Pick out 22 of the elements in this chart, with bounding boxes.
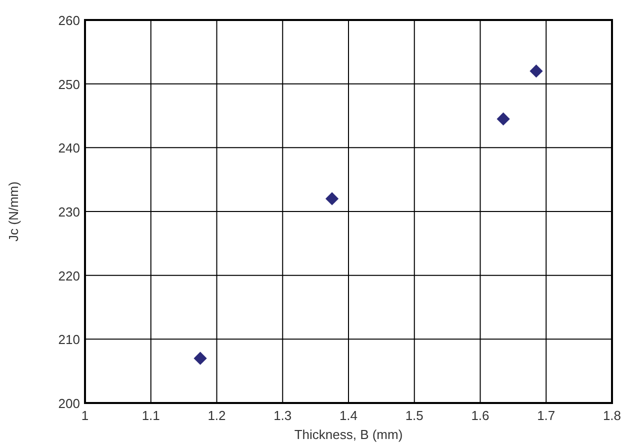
y-tick-label: 210 [58,332,80,348]
x-tick-label: 1.7 [537,408,556,423]
y-tick-label: 250 [58,76,80,92]
x-tick-label: 1.1 [142,408,160,423]
y-tick-label: 260 [58,13,80,28]
point [325,192,339,206]
point [530,64,543,78]
y-axis-title: Jc (N/mm) [6,182,21,242]
y-tick-label: 230 [58,204,80,220]
x-tick-label: 1 [81,408,89,423]
point [496,112,510,126]
x-tick-label: 1.3 [274,408,292,423]
y-tick-label: 220 [58,268,80,284]
x-tick-label: 1.8 [602,408,622,423]
y-tick-label: 240 [58,140,80,156]
point [194,352,207,365]
x-tick-label: 1.5 [405,408,424,423]
y-tick-label: 200 [58,396,80,411]
x-tick-label: 1.2 [208,408,226,423]
x-tick-label: 1.6 [471,408,490,423]
x-axis-title: Thickness, B (mm) [294,427,403,442]
x-tick-label: 1.4 [339,408,358,423]
